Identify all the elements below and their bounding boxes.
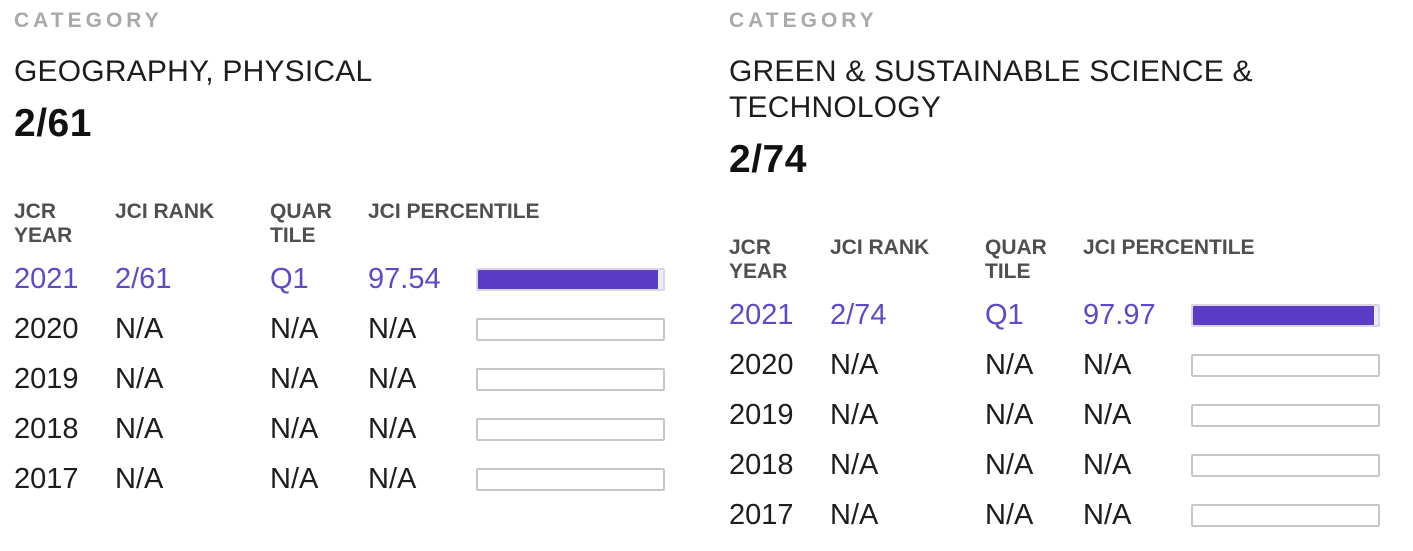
percentile-bar: [476, 417, 665, 441]
category-rank: 2/61: [14, 102, 92, 145]
table-row: 2018 N/A N/A N/A: [14, 404, 679, 454]
cell-jci-percentile: N/A: [368, 363, 417, 395]
cell-jci-rank: N/A: [115, 313, 164, 345]
cell-jci-percentile: N/A: [368, 313, 417, 345]
cell-quartile: N/A: [985, 449, 1034, 481]
table-header-row: JCR YEAR JCI RANK QUARTILE JCI PERCENTIL…: [729, 236, 1399, 284]
table-row: 2020 N/A N/A N/A: [729, 340, 1399, 390]
percentile-bar: [1191, 403, 1380, 427]
cell-quartile: N/A: [270, 363, 319, 395]
cell-jcr-year: 2021: [14, 263, 79, 295]
cell-quartile: Q1: [270, 263, 309, 295]
column-header-jci-percentile: JCI PERCENTILE: [1083, 236, 1255, 259]
column-header-jcr-year: JCR YEAR: [14, 200, 73, 247]
category-title: GREEN & SUSTAINABLE SCIENCE & TECHNOLOGY: [729, 55, 1253, 124]
jci-rank-table: JCR YEAR JCI RANK QUARTILE JCI PERCENTIL…: [14, 200, 679, 504]
percentile-bar: [1191, 353, 1380, 377]
cell-jcr-year: 2020: [14, 313, 79, 345]
category-label: CATEGORY: [14, 9, 163, 32]
cell-quartile: N/A: [985, 349, 1034, 381]
column-header-quartile: QUARTILE: [985, 236, 1047, 283]
table-row: 2018 N/A N/A N/A: [729, 440, 1399, 490]
cell-jci-percentile: 97.54: [368, 263, 441, 295]
cell-jci-rank: N/A: [115, 463, 164, 495]
cell-quartile: N/A: [985, 499, 1034, 531]
cell-jci-rank: N/A: [830, 399, 879, 431]
cell-jci-percentile: 97.97: [1083, 299, 1156, 331]
cell-jci-percentile: N/A: [1083, 399, 1132, 431]
table-header-row: JCR YEAR JCI RANK QUARTILE JCI PERCENTIL…: [14, 200, 679, 248]
jci-rank-table: JCR YEAR JCI RANK QUARTILE JCI PERCENTIL…: [729, 236, 1399, 540]
column-header-quartile: QUARTILE: [270, 200, 332, 247]
percentile-bar: [476, 367, 665, 391]
table-row: 2020 N/A N/A N/A: [14, 304, 679, 354]
column-header-jci-rank: JCI RANK: [115, 200, 215, 223]
category-rank: 2/74: [729, 138, 807, 181]
cell-jci-percentile: N/A: [1083, 499, 1132, 531]
cell-quartile: N/A: [270, 463, 319, 495]
category-title: GEOGRAPHY, PHYSICAL: [14, 55, 373, 88]
cell-jcr-year: 2018: [14, 413, 79, 445]
percentile-bar: [476, 317, 665, 341]
cell-jci-rank: N/A: [830, 449, 879, 481]
cell-jci-percentile: N/A: [1083, 349, 1132, 381]
column-header-jci-percentile: JCI PERCENTILE: [368, 200, 540, 223]
cell-jci-percentile: N/A: [1083, 449, 1132, 481]
table-row: 2017 N/A N/A N/A: [14, 454, 679, 504]
cell-jcr-year: 2018: [729, 449, 794, 481]
cell-quartile: N/A: [985, 399, 1034, 431]
table-row: 2017 N/A N/A N/A: [729, 490, 1399, 540]
percentile-bar-fill: [478, 269, 659, 289]
percentile-bar: [476, 467, 665, 491]
table-row: 2021 2/74 Q1 97.97: [729, 290, 1399, 340]
cell-jci-rank: N/A: [115, 363, 164, 395]
cell-quartile: N/A: [270, 313, 319, 345]
percentile-bar: [1191, 453, 1380, 477]
cell-jci-rank: 2/61: [115, 263, 172, 295]
cell-jci-rank: N/A: [115, 413, 164, 445]
cell-jcr-year: 2017: [14, 463, 79, 495]
percentile-bar-fill: [1193, 305, 1375, 325]
cell-jcr-year: 2020: [729, 349, 794, 381]
table-row: 2019 N/A N/A N/A: [729, 390, 1399, 440]
column-header-jci-rank: JCI RANK: [830, 236, 930, 259]
cell-jci-percentile: N/A: [368, 413, 417, 445]
cell-jci-rank: 2/74: [830, 299, 887, 331]
table-row: 2021 2/61 Q1 97.54: [14, 254, 679, 304]
category-label: CATEGORY: [729, 9, 878, 32]
percentile-bar: [476, 267, 665, 291]
cell-jcr-year: 2019: [14, 363, 79, 395]
category-panel-green-sustainable: CATEGORY GREEN & SUSTAINABLE SCIENCE & T…: [707, 0, 1413, 540]
cell-quartile: Q1: [985, 299, 1024, 331]
percentile-bar: [1191, 503, 1380, 527]
column-header-jcr-year: JCR YEAR: [729, 236, 788, 283]
category-panel-geography-physical: CATEGORY GEOGRAPHY, PHYSICAL 2/61 JCR YE…: [0, 0, 707, 540]
cell-jcr-year: 2019: [729, 399, 794, 431]
cell-jcr-year: 2017: [729, 499, 794, 531]
table-row: 2019 N/A N/A N/A: [14, 354, 679, 404]
percentile-bar: [1191, 303, 1380, 327]
cell-jci-rank: N/A: [830, 499, 879, 531]
cell-jci-percentile: N/A: [368, 463, 417, 495]
cell-quartile: N/A: [270, 413, 319, 445]
cell-jci-rank: N/A: [830, 349, 879, 381]
cell-jcr-year: 2021: [729, 299, 794, 331]
